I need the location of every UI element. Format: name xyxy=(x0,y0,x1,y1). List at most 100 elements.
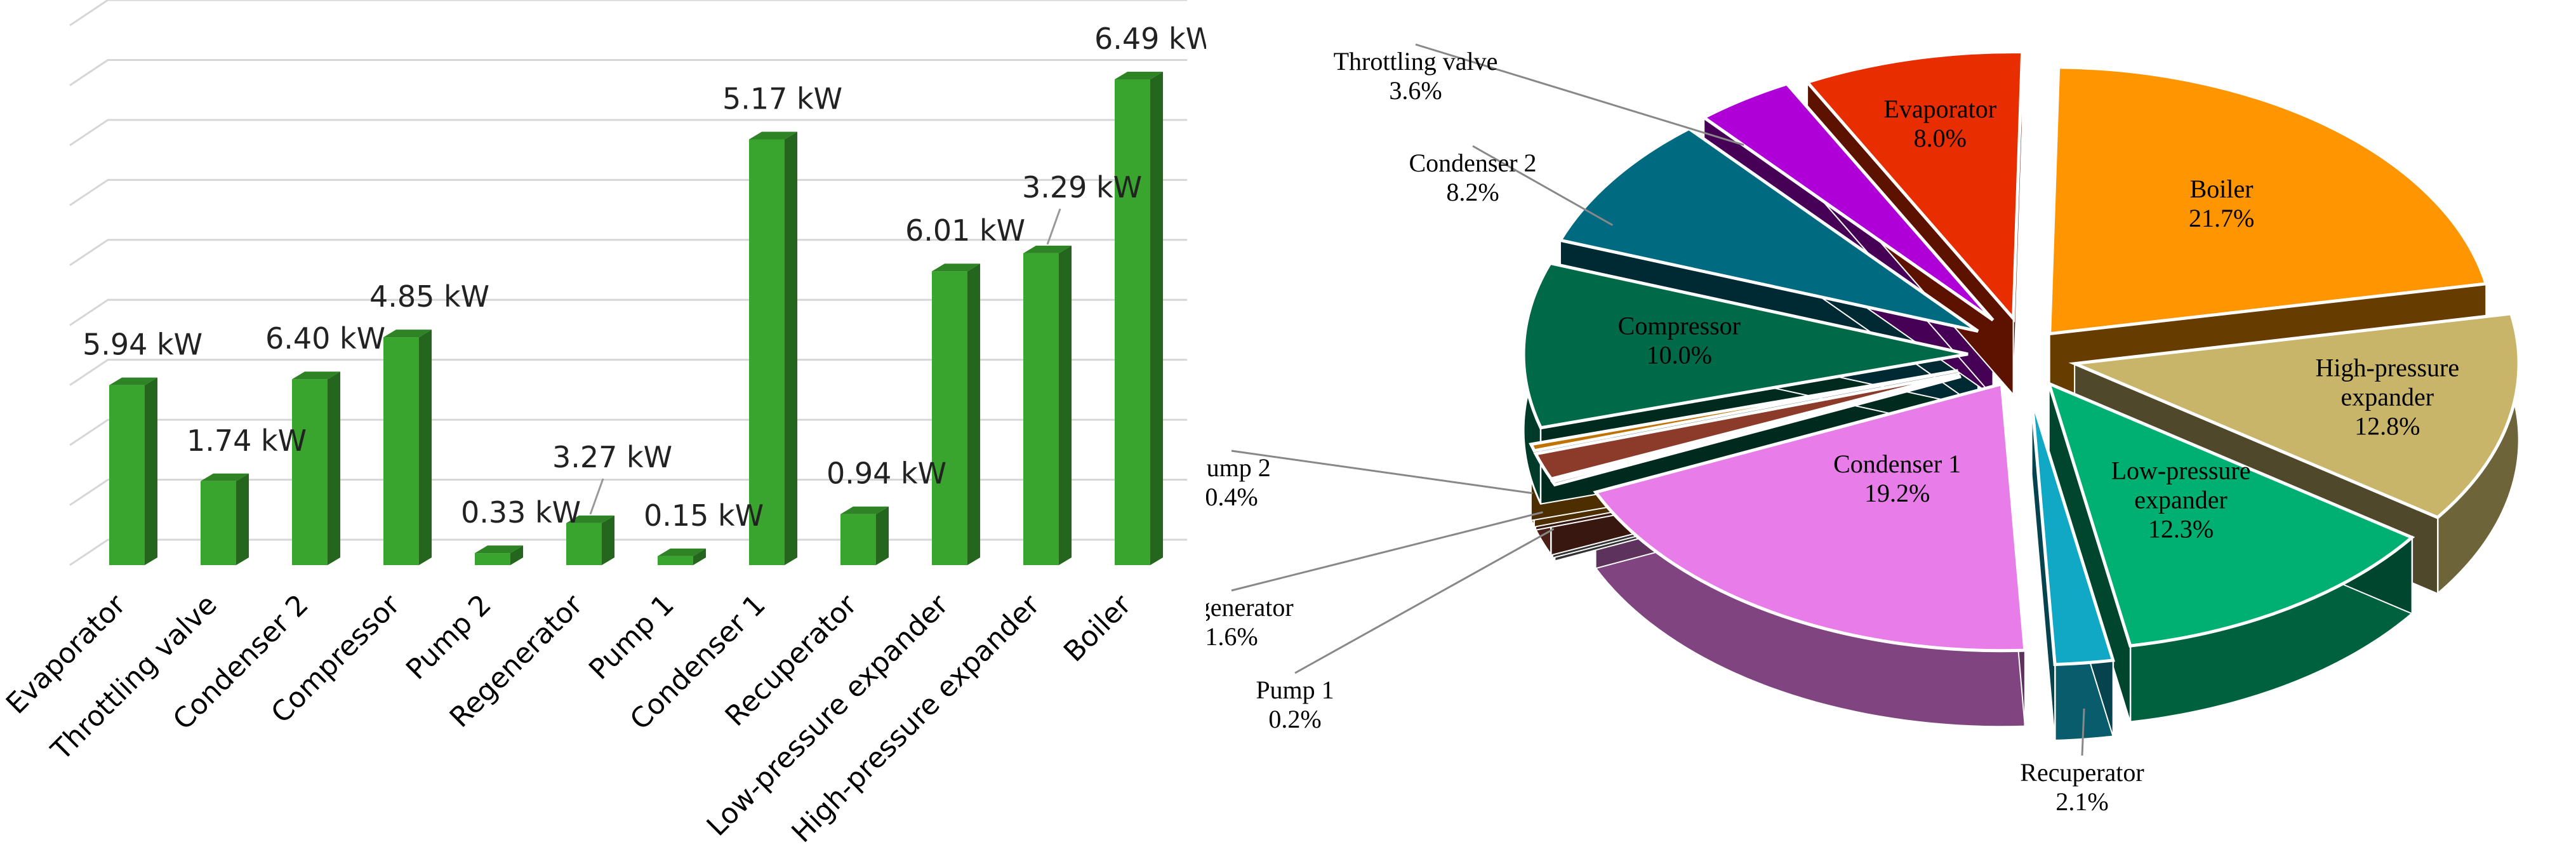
bar-front xyxy=(475,553,510,565)
bar-value-label-compressor: 4.85 kW xyxy=(369,279,489,314)
bar-low-pressure-expander xyxy=(932,264,980,565)
bar-side xyxy=(602,515,614,565)
pie-value-label: 8.2% xyxy=(1446,178,1499,206)
bar-top xyxy=(109,377,157,385)
bar-throttling-valve xyxy=(201,473,249,565)
bar-value-label-boiler: 6.49 kW xyxy=(1094,22,1206,56)
bar-value-label-throttling-valve: 1.74 kW xyxy=(187,424,307,458)
bar-tick-boiler: Boiler xyxy=(1058,588,1138,668)
bar-front xyxy=(109,385,145,565)
pie-value-label: 8.0% xyxy=(1914,124,1967,152)
bar-value-label-pump-2: 0.33 kW xyxy=(461,495,581,530)
pie-name-label: Condenser 1 xyxy=(1833,450,1961,478)
bar-boiler xyxy=(1115,72,1163,565)
pie-label-pump-2: Pump 20.4% xyxy=(1206,453,1271,511)
bar-condenser-2 xyxy=(292,371,340,565)
bar-side xyxy=(1150,72,1163,565)
bar-condenser-1 xyxy=(749,131,797,565)
pie-name-label: expander xyxy=(2341,383,2434,411)
bar-top xyxy=(292,371,340,380)
bar-front xyxy=(201,481,236,565)
bar-top xyxy=(566,515,614,523)
pie-slice-high-pressure-expander xyxy=(2068,312,2521,519)
pie-slice-low-pressure-expander xyxy=(2046,380,2415,648)
bar-front xyxy=(1115,79,1150,565)
bar-top xyxy=(932,264,980,272)
bar-gridlines xyxy=(69,0,1187,566)
pie-value-label: 0.4% xyxy=(1206,483,1258,511)
pie-name-label: Low-pressure xyxy=(2111,457,2251,485)
bar-top xyxy=(1023,245,1072,253)
bar-value-label-regenerator: 3.27 kW xyxy=(552,440,672,474)
pie-value-label: 1.6% xyxy=(1206,622,1258,651)
pie-leader-lines xyxy=(1231,43,2085,756)
bar-top xyxy=(749,131,797,140)
pie-value-label: 10.0% xyxy=(1647,340,1712,369)
bar-front xyxy=(292,379,328,565)
bar-top xyxy=(383,330,432,338)
pie-slice-boiler xyxy=(2048,65,2488,336)
pie-leader-line xyxy=(1294,528,1555,674)
bar-evaporator xyxy=(109,377,157,565)
bar-value-label-evaporator: 5.94 kW xyxy=(83,328,202,362)
bar-side xyxy=(785,131,797,565)
pie-slice-condenser-2 xyxy=(1557,126,1979,333)
pie-leader-line xyxy=(2081,709,2085,756)
pie-value-label: 2.1% xyxy=(2055,787,2108,816)
gridline xyxy=(69,178,1187,206)
pie-name-label: Boiler xyxy=(2190,175,2254,203)
bar-side xyxy=(328,371,340,565)
gridline xyxy=(69,479,1187,506)
pie-label-condenser-1: Condenser 119.2% xyxy=(1833,450,1961,507)
bar-value-label-high-pressure-expander: 3.29 kW xyxy=(1022,170,1142,204)
bar-front xyxy=(658,556,693,565)
pie-slice-pump-1 xyxy=(1550,375,1962,487)
bar-pump-1 xyxy=(658,548,706,565)
pie-slice-pump-2 xyxy=(1529,369,1959,453)
pie-value-label: 12.8% xyxy=(2354,412,2420,441)
pie-name-label: Throttling valve xyxy=(1334,47,1498,76)
pie-name-label: Pump 2 xyxy=(1206,453,1271,482)
pie-label-regenerator: Regenerator1.6% xyxy=(1206,593,1294,651)
gridline xyxy=(69,538,1187,566)
bar-side xyxy=(1059,245,1072,565)
bar-front xyxy=(1023,253,1059,565)
pie-value-label: 19.2% xyxy=(1864,479,1930,507)
bar-side xyxy=(419,330,432,565)
pie-name-label: Condenser 2 xyxy=(1409,149,1536,177)
bar-front xyxy=(932,271,967,565)
bar-front xyxy=(566,523,602,565)
bar-label-leader xyxy=(1046,208,1061,245)
bar-side xyxy=(876,506,889,565)
bar-pump-2 xyxy=(475,545,523,565)
gridline xyxy=(69,418,1187,446)
pie-name-label: expander xyxy=(2134,486,2227,514)
bar-side xyxy=(967,264,980,565)
pie-name-label: Regenerator xyxy=(1206,593,1294,622)
bar-top xyxy=(475,545,523,554)
pie-slice-condenser-1 xyxy=(1593,382,2027,653)
bar-side xyxy=(145,377,157,565)
gridline xyxy=(69,0,1187,27)
bar-top xyxy=(658,548,706,556)
bar-recuperator xyxy=(840,506,889,565)
bar-front xyxy=(749,139,785,565)
pie-value-label: 21.7% xyxy=(2189,204,2254,232)
bar-value-label-low-pressure-expander: 6.01 kW xyxy=(905,213,1025,248)
bar-value-label-pump-1: 0.15 kW xyxy=(644,498,764,533)
bar-compressor xyxy=(383,330,432,565)
bar-value-label-condenser-1: 5.17 kW xyxy=(722,81,842,116)
bar-chart: 5.94 kW 1.74 kW 6.40 kW 4.85 kW 0.33 kW 3.27 … xyxy=(0,0,1206,849)
gridline xyxy=(69,239,1187,267)
gridline xyxy=(69,119,1187,147)
gridline xyxy=(69,58,1187,86)
pie-value-label: 0.2% xyxy=(1268,705,1321,733)
pie-value-label: 12.3% xyxy=(2148,515,2214,544)
bar-tick-throttling-valve: Throttling valve xyxy=(44,589,223,767)
